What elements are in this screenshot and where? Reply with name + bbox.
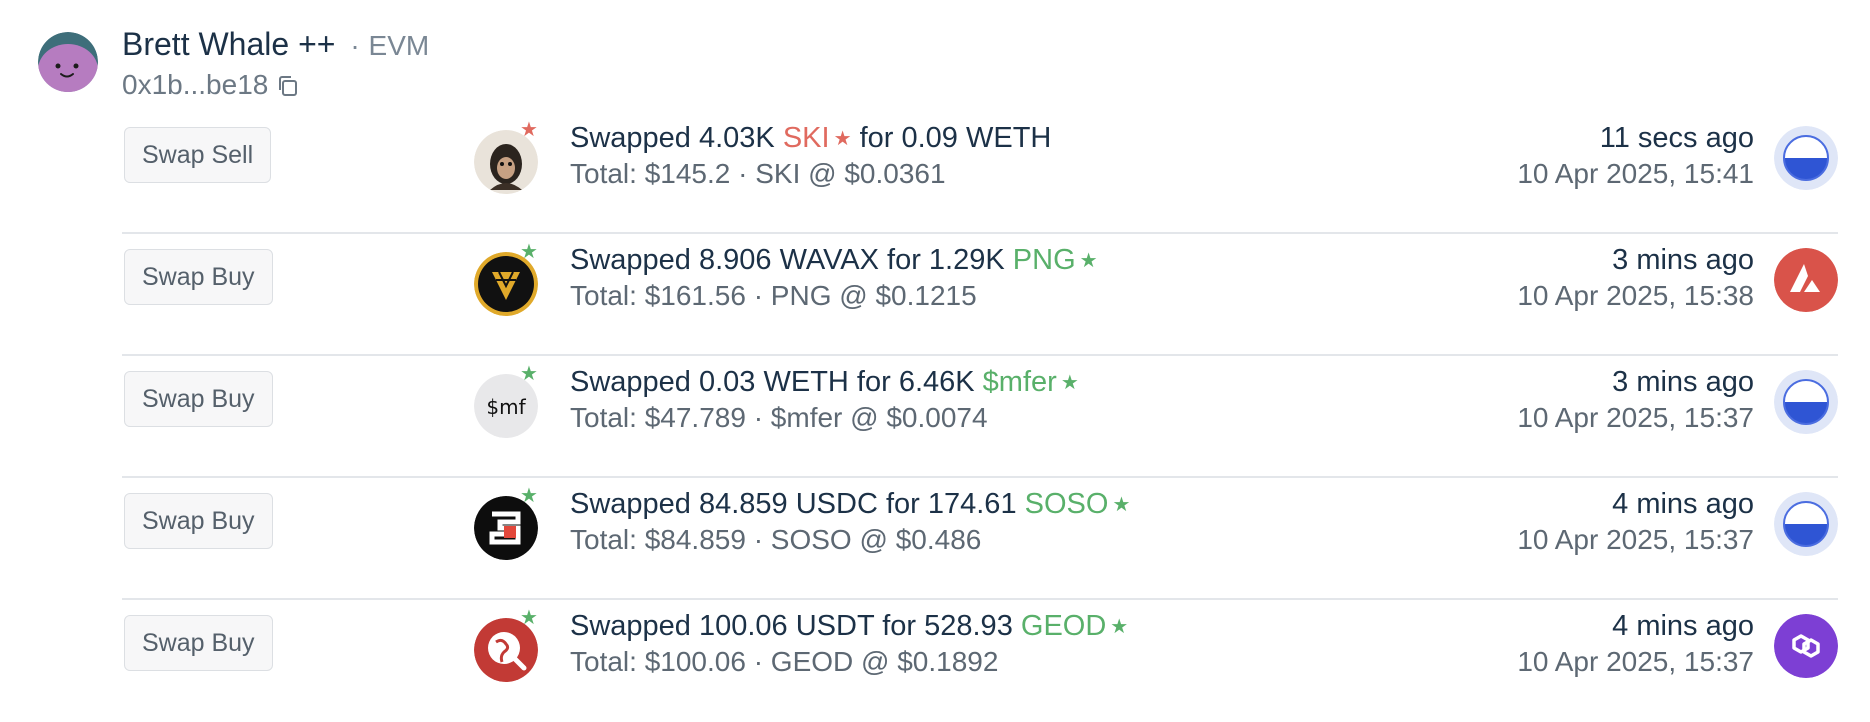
transaction-list: Swap Sell ★ Swapped 4.03K SKI ★ for 0.09 … xyxy=(122,112,1838,722)
tx-date: 10 Apr 2025, 15:38 xyxy=(1517,280,1754,311)
tx-total: Total: $100.06 · GEOD @ $0.1892 xyxy=(570,646,999,677)
transaction-row[interactable]: Swap Buy ★ Swapped 100.06 USDT for 528.9… xyxy=(122,600,1838,722)
token-symbol-link[interactable]: PNG xyxy=(1012,244,1076,276)
tx-time-ago[interactable]: 4 mins ago xyxy=(1612,488,1754,520)
tx-type-badge[interactable]: Swap Sell xyxy=(124,127,272,183)
tx-desc-prefix: Swapped 100.06 USDT for 528.93 xyxy=(570,610,1013,642)
wallet-header: Brett Whale ++ · EVM 0x1b...be18 xyxy=(38,22,838,112)
star-icon: ★ xyxy=(520,607,538,629)
transaction-row[interactable]: Swap Sell ★ Swapped 4.03K SKI ★ for 0.09 … xyxy=(122,112,1838,234)
token-symbol-link[interactable]: SOSO xyxy=(1024,488,1109,520)
wallet-address-line: 0x1b...be18 xyxy=(122,68,302,102)
star-icon: ★ xyxy=(1112,494,1131,516)
png-pangolin-icon xyxy=(474,252,538,316)
tx-time-ago[interactable]: 11 secs ago xyxy=(1599,122,1754,154)
tx-desc-prefix: Swapped 4.03K xyxy=(570,122,775,154)
token-logo-wrap[interactable]: ★ xyxy=(474,241,550,316)
tx-description: Swapped 4.03K SKI ★ for 0.09 WETH xyxy=(570,120,1051,159)
tx-type-badge[interactable]: Swap Buy xyxy=(124,493,273,549)
tx-desc-prefix: Swapped 0.03 WETH for 6.46K xyxy=(570,366,975,398)
wallet-avatar[interactable] xyxy=(38,32,98,92)
tx-description: Swapped 8.906 WAVAX for 1.29K PNG ★ xyxy=(570,242,1098,281)
star-icon: ★ xyxy=(520,363,538,385)
tx-desc-prefix: Swapped 8.906 WAVAX for 1.29K xyxy=(570,244,1005,276)
transaction-row[interactable]: Swap Buy ★ Swapped 8.906 WAVAX for 1.29K… xyxy=(122,234,1838,356)
tx-date: 10 Apr 2025, 15:37 xyxy=(1517,646,1754,677)
avalanche-chain-icon[interactable] xyxy=(1774,248,1838,312)
soso-icon xyxy=(474,496,538,560)
mfer-icon: $mf xyxy=(474,374,538,438)
token-symbol-link[interactable]: GEOD xyxy=(1020,610,1107,642)
copy-icon[interactable] xyxy=(276,72,302,98)
tx-date: 10 Apr 2025, 15:37 xyxy=(1517,402,1754,433)
geod-globe-icon xyxy=(474,618,538,682)
tx-type-badge[interactable]: Swap Buy xyxy=(124,371,273,427)
tx-desc-prefix: Swapped 84.859 USDC for 174.61 xyxy=(570,488,1017,520)
tx-total: Total: $47.789 · $mfer @ $0.0074 xyxy=(570,402,988,433)
star-icon: ★ xyxy=(1079,250,1098,272)
tx-date: 10 Apr 2025, 15:37 xyxy=(1517,524,1754,555)
base-chain-icon[interactable] xyxy=(1774,492,1838,556)
star-icon: ★ xyxy=(1060,372,1079,394)
base-chain-icon[interactable] xyxy=(1774,370,1838,434)
tx-total: Total: $145.2 · SKI @ $0.0361 xyxy=(570,158,946,189)
tx-time-ago[interactable]: 4 mins ago xyxy=(1612,610,1754,642)
base-chain-icon[interactable] xyxy=(1774,126,1838,190)
transaction-row[interactable]: Swap Buy $mf ★ Swapped 0.03 WETH for 6.4… xyxy=(122,356,1838,478)
star-icon: ★ xyxy=(520,241,538,263)
star-icon: ★ xyxy=(1110,616,1129,638)
token-logo-wrap[interactable]: ★ xyxy=(474,607,550,682)
star-icon: ★ xyxy=(520,119,538,141)
token-symbol-link[interactable]: $mfer xyxy=(982,366,1057,398)
wallet-separator: · xyxy=(350,30,360,61)
token-logo-wrap[interactable]: ★ xyxy=(474,119,550,194)
token-logo-wrap[interactable]: $mf ★ xyxy=(474,363,550,438)
tx-time-ago[interactable]: 3 mins ago xyxy=(1612,244,1754,276)
tx-date: 10 Apr 2025, 15:41 xyxy=(1517,158,1754,189)
wallet-chain: EVM xyxy=(368,30,430,61)
tx-description: Swapped 0.03 WETH for 6.46K $mfer ★ xyxy=(570,364,1079,403)
tx-time-ago[interactable]: 3 mins ago xyxy=(1612,366,1754,398)
polygon-chain-icon[interactable] xyxy=(1774,614,1838,678)
tx-total: Total: $84.859 · SOSO @ $0.486 xyxy=(570,524,982,555)
tx-total: Total: $161.56 · PNG @ $0.1215 xyxy=(570,280,977,311)
tx-description: Swapped 100.06 USDT for 528.93 GEOD ★ xyxy=(570,608,1128,647)
wallet-title: Brett Whale ++ · EVM xyxy=(122,24,429,66)
star-icon: ★ xyxy=(520,485,538,507)
tx-type-badge[interactable]: Swap Buy xyxy=(124,615,273,671)
token-symbol-link[interactable]: SKI xyxy=(782,122,830,154)
star-icon: ★ xyxy=(833,128,852,150)
avatar-icon xyxy=(38,32,98,92)
token-logo-wrap[interactable]: ★ xyxy=(474,485,550,560)
tx-description: Swapped 84.859 USDC for 174.61 SOSO ★ xyxy=(570,486,1130,525)
tx-desc-suffix: for 0.09 WETH xyxy=(859,122,1052,154)
transaction-row[interactable]: Swap Buy ★ Swapped 84.859 USDC for 174.6… xyxy=(122,478,1838,600)
mfer-icon-text: $mf xyxy=(486,395,526,419)
wallet-name[interactable]: Brett Whale ++ xyxy=(122,26,336,62)
ski-monkey-icon xyxy=(474,130,538,194)
tx-type-badge[interactable]: Swap Buy xyxy=(124,249,273,305)
wallet-address[interactable]: 0x1b...be18 xyxy=(122,69,269,100)
